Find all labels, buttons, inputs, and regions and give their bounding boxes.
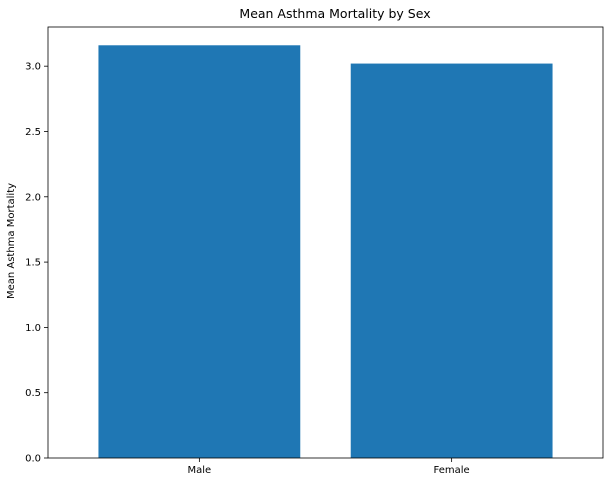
bar-female bbox=[350, 63, 553, 458]
bar-male bbox=[98, 45, 301, 458]
plot-frame bbox=[47, 26, 604, 459]
x-tick-label-female: Female bbox=[434, 465, 470, 476]
y-tick-label: 0.0 bbox=[25, 454, 41, 465]
y-tick-label: 1.5 bbox=[25, 258, 41, 269]
y-tick-label: 0.5 bbox=[25, 388, 41, 399]
x-ticks-group: Male Female bbox=[188, 458, 470, 476]
y-tick-label: 2.0 bbox=[25, 192, 41, 203]
y-axis-label: Mean Asthma Mortality bbox=[6, 183, 17, 299]
y-tick-label: 2.5 bbox=[25, 127, 41, 138]
x-tick-label-male: Male bbox=[188, 465, 212, 476]
chart-title: Mean Asthma Mortality by Sex bbox=[239, 6, 430, 21]
bars-group bbox=[98, 45, 553, 458]
y-tick-label: 1.0 bbox=[25, 323, 41, 334]
y-tick-label: 3.0 bbox=[25, 62, 41, 73]
y-ticks-group: 0.0 0.5 1.0 1.5 2.0 2.5 3.0 bbox=[25, 62, 48, 465]
